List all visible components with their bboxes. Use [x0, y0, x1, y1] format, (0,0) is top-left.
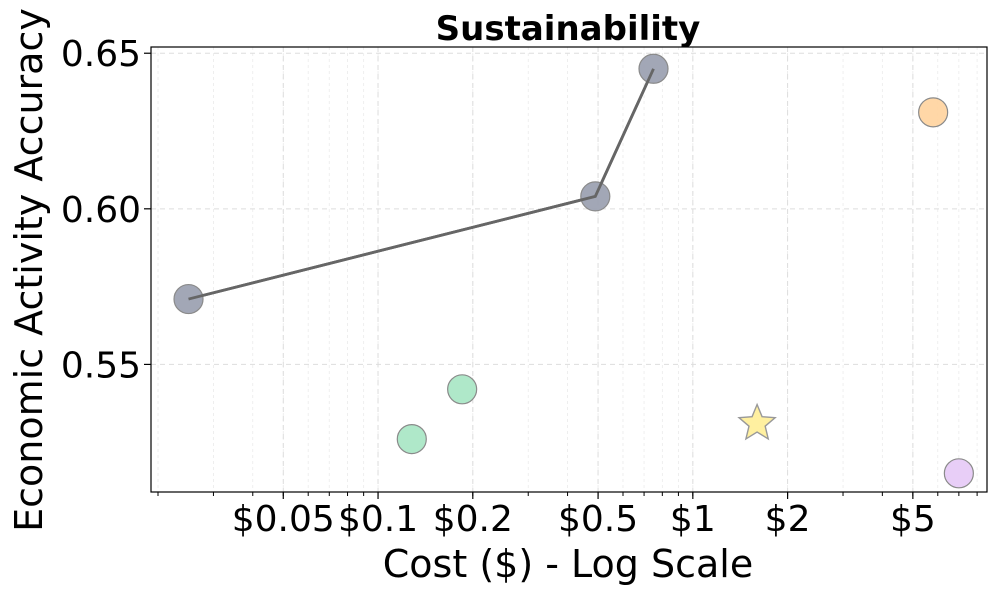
data-point: [943, 458, 974, 489]
y-axis-label: Economic Activity Accuracy: [7, 8, 51, 532]
x-tick-label: $0.05: [232, 499, 335, 540]
y-axis-ticks: 0.55 0.60 0.65: [61, 34, 151, 386]
x-tick-label: $5: [890, 499, 936, 540]
data-point: [396, 423, 427, 455]
data-points: [173, 53, 974, 489]
x-tick-label: $0.2: [433, 499, 513, 540]
x-tick-label: $1: [670, 499, 716, 540]
x-axis-ticks: $0.05 $0.1 $0.2 $0.5 $1 $2 $5: [157, 492, 978, 540]
y-tick-label: 0.55: [61, 345, 141, 386]
chart-title: Sustainability: [436, 9, 701, 49]
grid: [151, 47, 987, 492]
x-tick-label: $2: [765, 499, 811, 540]
data-point-star: [737, 402, 777, 441]
frontier-polyline: [188, 68, 655, 301]
x-tick-label: $0.1: [338, 499, 418, 540]
data-point: [918, 97, 949, 128]
frontier-line: [188, 68, 655, 301]
y-tick-label: 0.65: [61, 34, 141, 75]
data-point: [447, 374, 478, 405]
frontier-polyline-overlay: [188, 68, 655, 301]
x-tick-label: $0.5: [558, 499, 638, 540]
y-tick-label: 0.60: [61, 190, 141, 231]
plot-frame: [150, 46, 988, 493]
x-axis-label: Cost ($) - Log Scale: [383, 542, 753, 586]
